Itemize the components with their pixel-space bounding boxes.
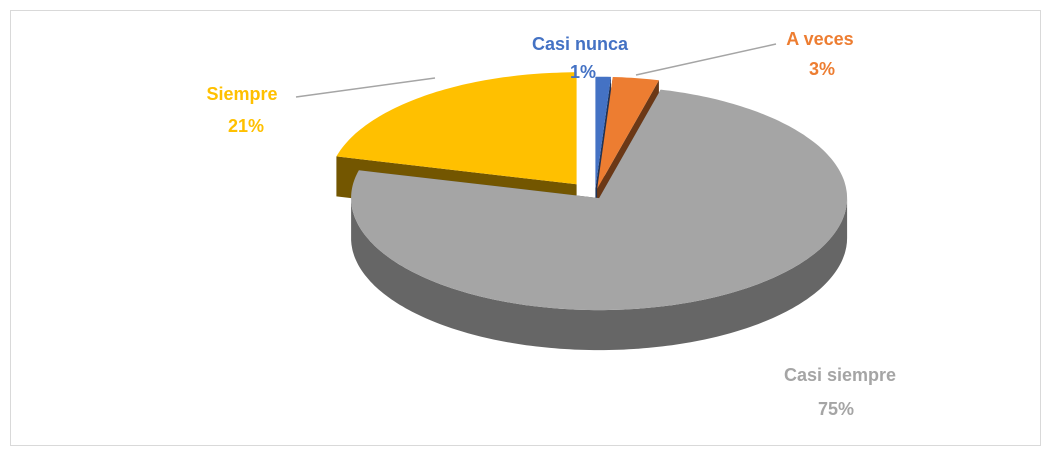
value-label: 21%	[228, 116, 264, 136]
slice	[336, 72, 577, 185]
category-label: A veces	[786, 29, 853, 49]
slice	[351, 89, 848, 311]
slice	[595, 76, 611, 189]
slice	[597, 77, 659, 189]
value-label: 75%	[818, 399, 854, 419]
category-label: Siempre	[206, 84, 277, 104]
value-label: 3%	[809, 59, 835, 79]
category-label: Casi nunca	[532, 34, 629, 54]
leader-line	[295, 77, 436, 98]
slice-wall	[351, 198, 848, 351]
leader-line	[635, 43, 777, 76]
category-label: Casi siempre	[784, 365, 896, 385]
value-label: 1%	[570, 62, 596, 82]
